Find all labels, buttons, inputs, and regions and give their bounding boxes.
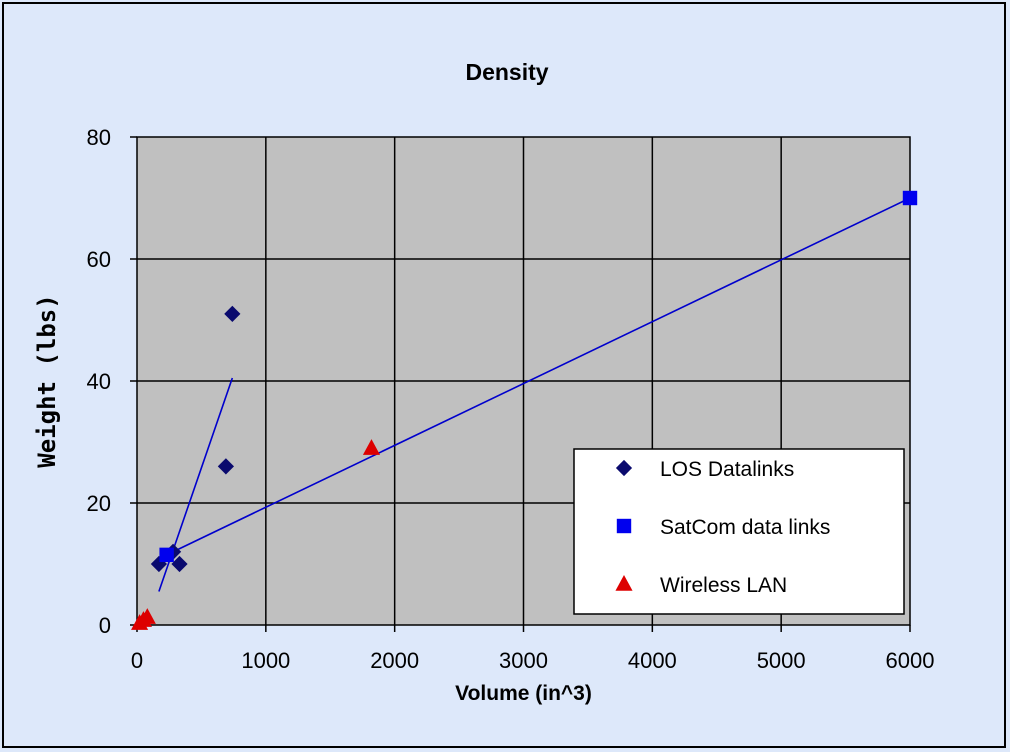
diamond-marker	[224, 305, 241, 322]
triangle-marker	[138, 608, 156, 624]
y-tick-label: 20	[87, 491, 111, 516]
y-tick-label: 80	[87, 125, 111, 150]
x-tick-label: 4000	[628, 648, 677, 673]
triangle-marker	[362, 439, 381, 455]
legend-label: LOS Datalinks	[660, 458, 794, 481]
y-tick-label: 40	[87, 369, 111, 394]
legend: LOS Datalinks SatCom data links Wireless L…	[573, 448, 905, 615]
y-tick-label: 0	[99, 613, 111, 638]
y-tick-label: 60	[87, 247, 111, 272]
trendline	[166, 197, 911, 556]
legend-label: Wireless LAN	[660, 574, 787, 597]
y-axis-ticks: 0 20 40 60 80	[87, 125, 137, 638]
x-tick-label: 3000	[499, 648, 548, 673]
x-tick-label: 6000	[886, 648, 935, 673]
square-marker	[902, 190, 918, 206]
x-axis-label: Volume (in^3)	[455, 682, 592, 705]
data-markers	[131, 190, 918, 630]
x-tick-label: 5000	[757, 648, 806, 673]
x-tick-label: 1000	[241, 648, 290, 673]
x-axis-ticks: 0 1000 2000 3000 4000 5000 6000	[131, 625, 935, 673]
legend-square-marker	[616, 518, 632, 534]
chart-title: Density	[465, 59, 548, 85]
diamond-marker	[171, 555, 188, 573]
x-tick-label: 0	[131, 648, 143, 673]
legend-label: SatCom data links	[660, 516, 830, 539]
square-marker	[159, 547, 174, 563]
x-tick-label: 2000	[370, 648, 419, 673]
diamond-marker	[217, 458, 234, 475]
legend-diamond-marker	[615, 459, 633, 477]
y-axis-label: Weight (lbs)	[33, 294, 61, 467]
legend-triangle-marker	[615, 575, 633, 591]
